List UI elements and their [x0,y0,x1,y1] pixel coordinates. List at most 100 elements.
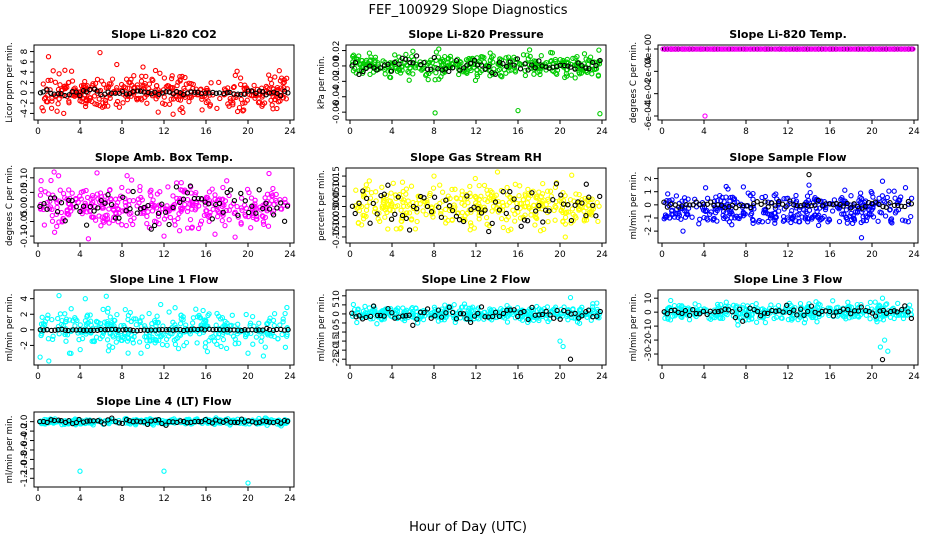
data-point [356,207,363,214]
data-point [79,335,86,342]
data-point [152,202,158,209]
data-point [97,102,103,109]
data-point [256,187,262,193]
data-point [499,74,505,80]
data-point [189,200,196,206]
data-point [187,183,194,189]
data-point [854,210,860,216]
data-point [908,201,915,207]
data-point [120,100,126,106]
data-point [529,190,535,196]
data-point [755,46,762,52]
data-point [282,310,288,317]
y-axis-label: ml/min per min. [629,294,639,362]
y-tick-label: -0.04 [332,85,342,109]
data-points [37,292,291,364]
data-point [905,219,911,225]
data-point [554,71,560,77]
data-point [204,348,211,355]
data-point [272,74,278,80]
data-point [536,202,542,209]
data-point [586,209,593,215]
data-point [212,231,218,237]
data-point [578,70,585,76]
data-point [236,340,242,346]
data-point [197,221,204,227]
figure-title: FEF_100929 Slope Diagnostics [368,3,567,18]
data-point [269,197,275,204]
data-point [438,208,444,214]
data-point [84,194,91,201]
data-point [169,73,175,79]
data-point [891,188,897,194]
x-tick-label: 12 [782,127,793,137]
data-point [240,108,246,114]
data-point [910,46,916,52]
data-point [682,46,689,52]
data-point [66,350,73,356]
data-point [493,206,499,212]
data-point [753,46,759,52]
x-tick-label: 8 [119,250,125,260]
data-point [389,202,395,209]
data-point [250,214,256,221]
x-tick-label: 16 [200,127,212,137]
data-point [105,192,111,198]
data-point [855,203,861,210]
data-point [791,202,797,208]
data-point [201,212,208,219]
data-point [112,215,119,221]
data-point [517,205,523,211]
data-point [482,207,488,213]
data-point [427,190,433,197]
data-points [349,169,603,240]
data-point [666,46,672,52]
data-point [260,219,267,225]
data-point [259,334,265,340]
data-point [381,191,387,197]
data-point [248,88,255,94]
data-point [467,193,474,200]
data-point [182,201,188,208]
data-point [495,198,501,205]
x-tick-label: 12 [158,494,169,504]
data-point [403,215,409,222]
data-point [40,320,47,327]
data-point [520,52,527,58]
data-point [103,216,109,223]
data-point [172,322,178,328]
data-point [227,95,233,102]
data-point [532,222,538,228]
data-point [701,201,707,207]
y-tick-label: 0.00 [332,56,342,76]
data-point [804,215,811,222]
data-point [768,211,775,217]
data-point [699,46,706,52]
data-point [146,81,153,87]
data-point [189,224,195,230]
data-point [145,209,151,215]
data-point [710,46,717,52]
y-tick-label: 0.10 [20,168,30,188]
data-point [137,88,144,94]
data-point [406,210,413,216]
data-point [476,182,482,189]
data-point [186,98,192,105]
data-point [408,217,415,223]
data-point [282,196,288,202]
data-point [52,327,58,333]
data-point [256,88,263,94]
data-point [180,196,187,202]
data-point [428,66,434,72]
x-tick-label: 0 [659,127,665,137]
data-point [724,46,731,52]
data-point [249,203,255,209]
data-point [230,100,236,106]
data-point [543,64,549,70]
data-point [73,204,79,210]
data-point [218,343,224,350]
data-point [870,46,877,52]
data-point [363,182,369,188]
data-point [532,65,538,71]
data-point [184,327,191,333]
